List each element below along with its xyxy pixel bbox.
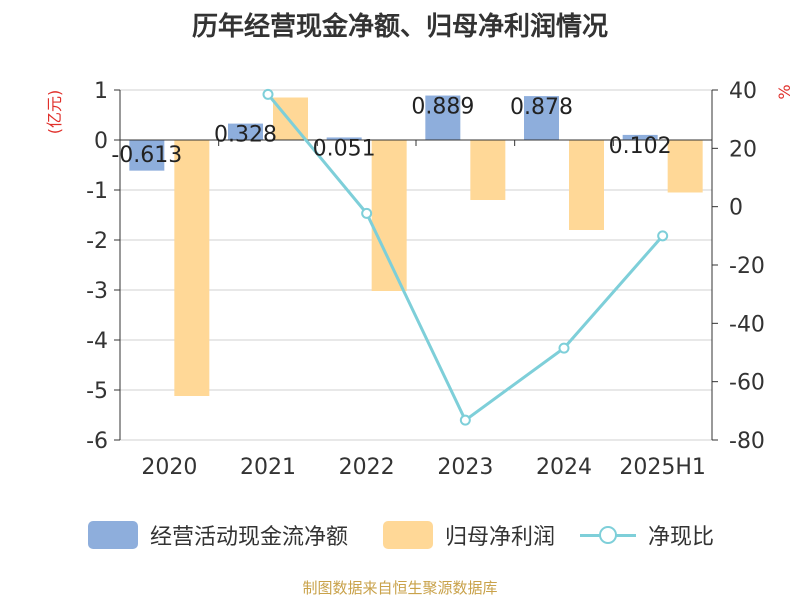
right-tick-label: 40	[729, 79, 757, 104]
data-label-cash-flow: 0.051	[313, 136, 376, 161]
bar-net-profit	[273, 97, 308, 140]
bar-net-profit	[174, 140, 210, 396]
legend-swatch-ratio	[580, 521, 636, 549]
x-tick-label: 2021	[240, 455, 296, 480]
bar-cash-flow	[425, 95, 461, 140]
right-tick-label: 0	[729, 196, 743, 221]
legend-item-net-profit[interactable]: 归母净利润	[383, 515, 555, 555]
left-tick-label: -2	[86, 229, 108, 254]
x-tick-label: 2024	[536, 455, 592, 480]
axes: 1 0 -1 -2 -3 -4 -5 -6 40 20 0 -20 -40 -60 -80 2020 2021 2…	[86, 79, 765, 480]
legend-label-ratio: 净现比	[648, 525, 715, 550]
right-tick-label: -20	[729, 254, 765, 279]
x-tick-label: 2023	[437, 455, 493, 480]
right-tick-label: 20	[729, 137, 757, 162]
legend-label-net-profit: 归母净利润	[445, 525, 556, 550]
data-label-cash-flow: 0.102	[609, 134, 672, 159]
right-axis-unit: %	[775, 84, 794, 99]
line-point-ratio	[361, 207, 373, 219]
x-tick-label: 2020	[141, 455, 197, 480]
right-tick-label: -80	[729, 429, 765, 454]
source-note: 制图数据来自恒生聚源数据库	[302, 579, 498, 597]
bar-cash-flow	[524, 96, 559, 140]
left-tick-label: -6	[86, 429, 108, 454]
legend-swatch-net-profit	[383, 521, 433, 549]
chart-title: 历年经营现金净额、归母净利润情况	[191, 12, 608, 42]
bar-net-profit	[569, 140, 604, 230]
left-tick-label: 1	[94, 79, 108, 104]
right-tick-label: -60	[729, 371, 765, 396]
left-tick-label: -3	[86, 279, 108, 304]
data-labels: -0.613 0.328 0.051 0.889 0.878 0.102	[111, 95, 671, 168]
line-point-ratio	[262, 88, 274, 100]
bar-cash-flow	[326, 137, 362, 140]
left-axis-unit: (亿元)	[45, 90, 64, 135]
bar-net-profit	[470, 140, 506, 200]
line-series	[262, 88, 669, 426]
left-tick-label: 0	[94, 129, 108, 154]
left-tick-label: -1	[86, 179, 108, 204]
bar-net-profit	[371, 140, 407, 291]
bar-cash-flow	[129, 140, 165, 171]
x-tick-label: 2022	[339, 455, 395, 480]
legend-item-ratio[interactable]: 净现比	[580, 515, 714, 555]
left-tick-label: -4	[86, 329, 108, 354]
legend-swatch-cash-flow	[88, 521, 138, 549]
bar-net-profit	[667, 140, 703, 193]
x-tick-label: 2025H1	[619, 455, 706, 480]
bar-cash-flow	[228, 123, 263, 140]
line-point-ratio	[657, 230, 669, 242]
data-label-cash-flow: 0.889	[411, 95, 474, 120]
data-label-cash-flow: 0.328	[214, 123, 277, 148]
legend-label-cash-flow: 经营活动现金流净额	[150, 525, 349, 550]
right-tick-label: -40	[729, 312, 765, 337]
legend: 经营活动现金流净额 归母净利润 净现比	[0, 515, 800, 555]
bar-series	[129, 95, 703, 396]
bar-cash-flow	[622, 134, 658, 140]
data-label-cash-flow: -0.613	[111, 143, 182, 168]
line-point-ratio	[459, 414, 471, 426]
left-tick-label: -5	[86, 379, 108, 404]
legend-item-cash-flow[interactable]: 经营活动现金流净额	[88, 515, 348, 555]
line-point-ratio	[558, 342, 570, 354]
data-label-cash-flow: 0.878	[510, 95, 573, 120]
